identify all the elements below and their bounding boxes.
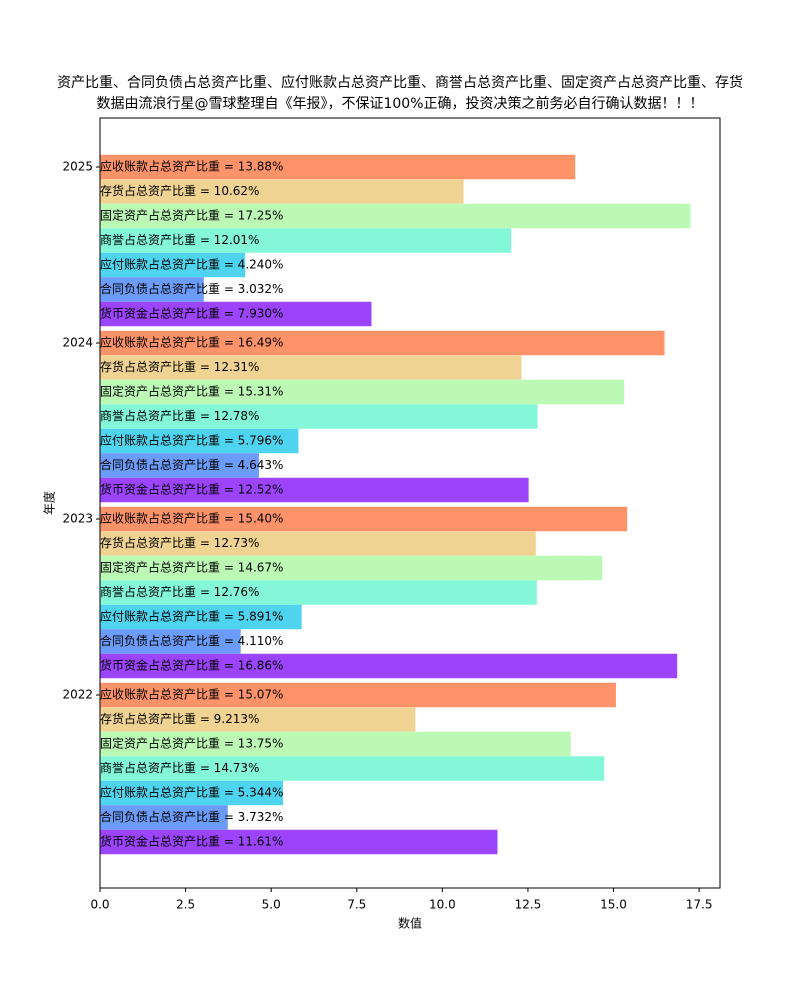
bar <box>100 731 571 757</box>
data-label: 固定资产占总资产比重 = 15.31% <box>100 384 283 399</box>
bar <box>100 154 576 180</box>
y-axis-label: 年度 <box>42 491 57 515</box>
data-label: 应收账款占总资产比重 = 15.40% <box>100 511 283 526</box>
bar <box>100 428 299 454</box>
bar <box>100 228 512 253</box>
bar <box>100 580 537 605</box>
data-label: 货币资金占总资产比重 = 16.86% <box>100 658 283 673</box>
data-label: 存货占总资产比重 = 12.73% <box>100 535 259 550</box>
bar <box>100 277 204 302</box>
data-label: 合同负债占总资产比重 = 4.643% <box>100 457 283 472</box>
bar <box>100 355 522 380</box>
bar <box>100 477 529 503</box>
bar <box>100 179 464 204</box>
data-label: 货币资金占总资产比重 = 11.61% <box>100 834 283 849</box>
bar <box>100 252 246 278</box>
bar <box>100 453 259 478</box>
bar <box>100 653 678 679</box>
data-label: 应付账款占总资产比重 = 5.891% <box>100 609 283 624</box>
bar <box>100 682 616 708</box>
bar <box>100 330 665 356</box>
data-label: 合同负债占总资产比重 = 3.032% <box>100 281 283 296</box>
bar <box>100 203 691 229</box>
x-tick-label: 0.0 <box>90 898 109 912</box>
x-tick-label: 12.5 <box>515 898 542 912</box>
y-tick-label: 2022 <box>62 688 93 702</box>
x-axis-label: 数值 <box>398 916 422 931</box>
data-label: 应付账款占总资产比重 = 5.344% <box>100 785 283 800</box>
x-tick-label: 7.5 <box>347 898 366 912</box>
data-label: 应收账款占总资产比重 = 16.49% <box>100 335 283 350</box>
data-label: 固定资产占总资产比重 = 17.25% <box>100 208 283 223</box>
plot-frame <box>99 117 721 889</box>
y-tick-label: 2023 <box>62 512 93 526</box>
bar <box>100 506 628 532</box>
bar <box>100 379 625 405</box>
data-label: 应收账款占总资产比重 = 13.88% <box>100 159 283 174</box>
data-label: 固定资产占总资产比重 = 14.67% <box>100 560 283 575</box>
data-label: 商誉占总资产比重 = 12.01% <box>100 232 259 247</box>
data-label: 应收账款占总资产比重 = 15.07% <box>100 687 283 702</box>
y-tick-label: 2024 <box>62 336 93 350</box>
data-label: 货币资金占总资产比重 = 7.930% <box>100 306 283 321</box>
x-tick-label: 5.0 <box>262 898 281 912</box>
x-tick-label: 2.5 <box>176 898 195 912</box>
bar <box>100 555 603 581</box>
bar <box>100 780 283 806</box>
bar <box>100 805 228 830</box>
x-tick-label: 17.5 <box>686 898 713 912</box>
bar <box>100 829 498 855</box>
data-label: 货币资金占总资产比重 = 12.52% <box>100 482 283 497</box>
chart-subtitle: 数据由流浪行星@雪球整理自《年报》，不保证100%正确，投资决策之前务必自行确认… <box>96 95 703 112</box>
bar <box>100 707 416 732</box>
x-tick-label: 10.0 <box>429 898 456 912</box>
data-label: 应付账款占总资产比重 = 5.796% <box>100 433 283 448</box>
data-label: 商誉占总资产比重 = 14.73% <box>100 760 259 775</box>
bar <box>100 531 536 556</box>
data-label: 固定资产占总资产比重 = 13.75% <box>100 736 283 751</box>
data-label: 合同负债占总资产比重 = 4.110% <box>100 633 283 648</box>
y-tick-label: 2025 <box>62 160 93 174</box>
bar <box>100 756 605 781</box>
data-label: 应付账款占总资产比重 = 4.240% <box>100 257 283 272</box>
chart-title: 资产比重、合同负债占总资产比重、应付账款占总资产比重、商誉占总资产比重、固定资产… <box>57 74 743 91</box>
x-tick-label: 15.0 <box>600 898 627 912</box>
data-label: 存货占总资产比重 = 10.62% <box>100 183 259 198</box>
bar <box>100 404 538 429</box>
bar <box>100 604 302 630</box>
data-label: 存货占总资产比重 = 9.213% <box>100 711 259 726</box>
data-label: 商誉占总资产比重 = 12.78% <box>100 408 259 423</box>
bar <box>100 629 241 654</box>
data-label: 存货占总资产比重 = 12.31% <box>100 359 259 374</box>
data-label: 商誉占总资产比重 = 12.76% <box>100 584 259 599</box>
bar <box>100 301 372 327</box>
data-label: 合同负债占总资产比重 = 3.732% <box>100 809 283 824</box>
